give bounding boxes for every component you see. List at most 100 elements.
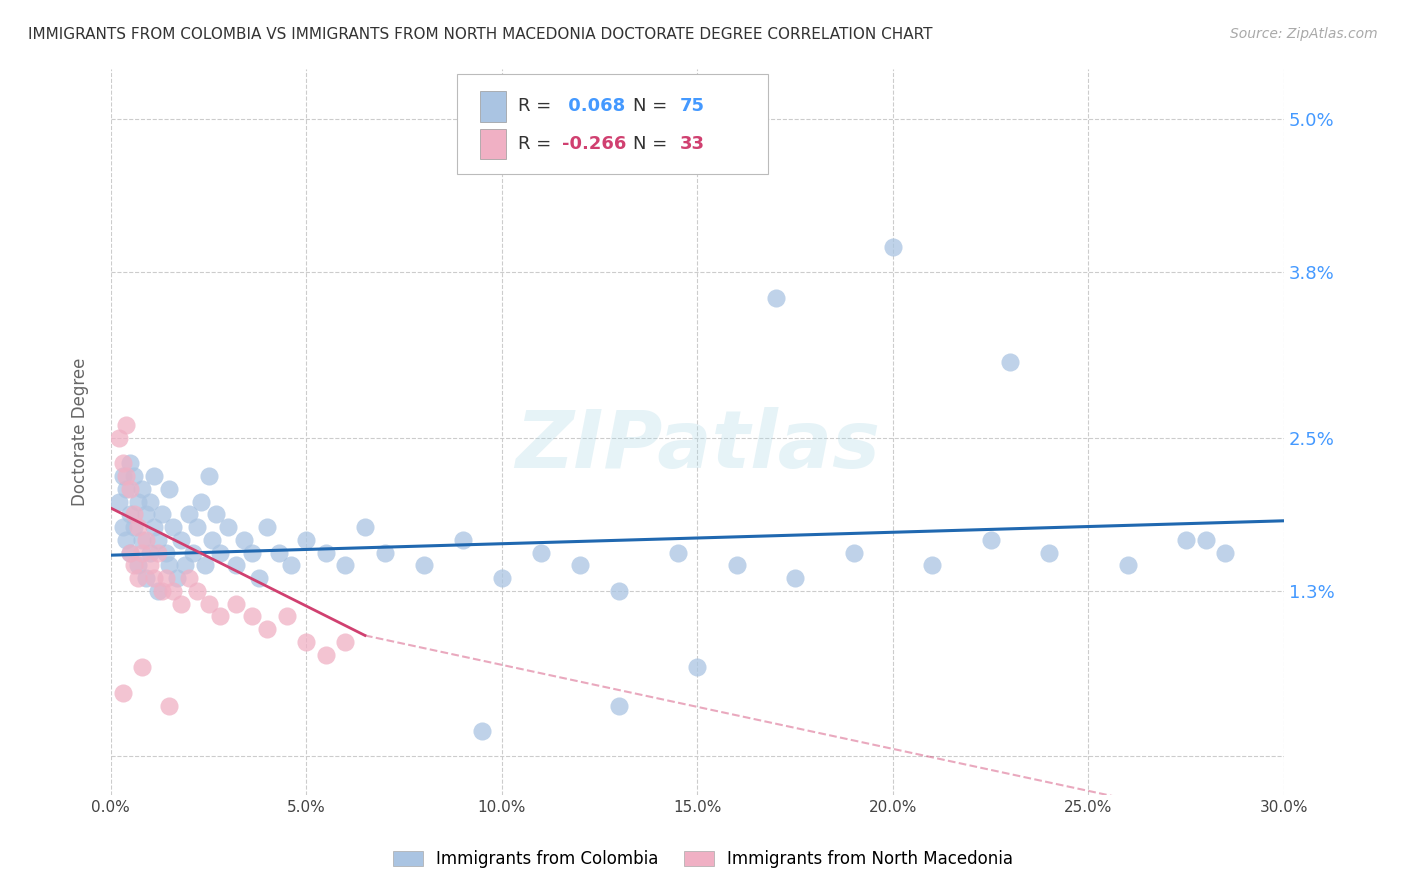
- Point: [373, 546, 395, 560]
- Point: [120, 546, 142, 560]
- Point: [921, 558, 943, 573]
- Point: [127, 494, 149, 508]
- Point: [139, 558, 162, 573]
- Point: [166, 571, 188, 585]
- Point: [725, 558, 748, 573]
- Point: [280, 558, 302, 573]
- Point: [150, 508, 173, 522]
- Point: [295, 635, 318, 649]
- Point: [115, 469, 138, 483]
- Point: [120, 508, 142, 522]
- Point: [120, 546, 142, 560]
- Point: [186, 520, 208, 534]
- Point: [135, 533, 157, 547]
- Point: [139, 546, 162, 560]
- Point: [882, 240, 904, 254]
- FancyBboxPatch shape: [457, 74, 768, 174]
- Point: [225, 597, 247, 611]
- Point: [980, 533, 1002, 547]
- Point: [170, 533, 193, 547]
- Point: [146, 533, 169, 547]
- Point: [190, 494, 212, 508]
- Point: [240, 546, 263, 560]
- Point: [315, 546, 337, 560]
- Legend: Immigrants from Colombia, Immigrants from North Macedonia: Immigrants from Colombia, Immigrants fro…: [387, 844, 1019, 875]
- Point: [186, 583, 208, 598]
- Point: [159, 698, 181, 713]
- Point: [111, 520, 134, 534]
- Point: [217, 520, 239, 534]
- Point: [209, 609, 232, 624]
- Text: 33: 33: [679, 135, 704, 153]
- Point: [127, 571, 149, 585]
- Text: ZIPatlas: ZIPatlas: [515, 407, 880, 485]
- Point: [139, 494, 162, 508]
- Point: [142, 469, 165, 483]
- Point: [451, 533, 474, 547]
- Point: [111, 686, 134, 700]
- Point: [162, 583, 184, 598]
- Point: [170, 597, 193, 611]
- Point: [1215, 546, 1237, 560]
- Point: [412, 558, 434, 573]
- Point: [785, 571, 807, 585]
- Point: [267, 546, 290, 560]
- Point: [107, 494, 129, 508]
- Point: [201, 533, 224, 547]
- Point: [842, 546, 865, 560]
- Point: [335, 558, 357, 573]
- Y-axis label: Doctorate Degree: Doctorate Degree: [72, 358, 89, 506]
- Point: [232, 533, 254, 547]
- FancyBboxPatch shape: [481, 128, 506, 160]
- Point: [181, 546, 204, 560]
- Text: IMMIGRANTS FROM COLOMBIA VS IMMIGRANTS FROM NORTH MACEDONIA DOCTORATE DEGREE COR: IMMIGRANTS FROM COLOMBIA VS IMMIGRANTS F…: [28, 27, 932, 42]
- Point: [765, 291, 787, 305]
- Point: [247, 571, 270, 585]
- Point: [225, 558, 247, 573]
- Point: [122, 469, 145, 483]
- Point: [177, 508, 200, 522]
- Point: [107, 431, 129, 445]
- Point: [127, 520, 149, 534]
- Point: [276, 609, 298, 624]
- Point: [142, 571, 165, 585]
- Point: [111, 469, 134, 483]
- Point: [607, 583, 630, 598]
- Text: 0.068: 0.068: [562, 97, 626, 115]
- Point: [194, 558, 217, 573]
- Point: [122, 520, 145, 534]
- Point: [159, 482, 181, 496]
- Point: [1195, 533, 1218, 547]
- Point: [240, 609, 263, 624]
- Point: [131, 546, 153, 560]
- Point: [162, 520, 184, 534]
- Point: [205, 508, 228, 522]
- Point: [135, 571, 157, 585]
- Point: [122, 508, 145, 522]
- Point: [177, 571, 200, 585]
- Point: [115, 418, 138, 433]
- Point: [491, 571, 513, 585]
- Point: [666, 546, 689, 560]
- Point: [127, 558, 149, 573]
- Point: [155, 546, 177, 560]
- Point: [111, 457, 134, 471]
- Text: R =: R =: [517, 97, 557, 115]
- Point: [354, 520, 377, 534]
- Point: [1000, 354, 1022, 368]
- Point: [1038, 546, 1060, 560]
- Point: [115, 533, 138, 547]
- Point: [569, 558, 592, 573]
- Point: [1116, 558, 1139, 573]
- Text: R =: R =: [517, 135, 557, 153]
- Point: [471, 724, 494, 739]
- Point: [131, 660, 153, 674]
- Point: [197, 469, 219, 483]
- Point: [295, 533, 318, 547]
- Point: [159, 558, 181, 573]
- FancyBboxPatch shape: [481, 91, 506, 121]
- Point: [197, 597, 219, 611]
- Point: [1175, 533, 1198, 547]
- Point: [686, 660, 709, 674]
- Point: [120, 457, 142, 471]
